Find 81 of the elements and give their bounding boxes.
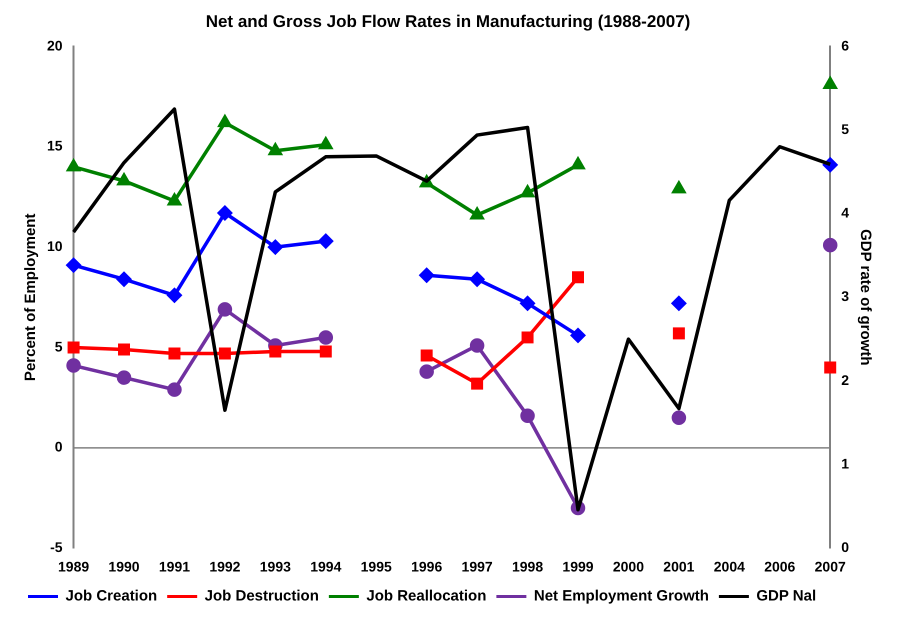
x-tick-label: 1999 bbox=[562, 558, 594, 574]
point bbox=[66, 358, 81, 373]
x-tick-label: 1994 bbox=[310, 558, 342, 574]
point bbox=[66, 258, 81, 272]
y2-tick-label: 3 bbox=[841, 288, 850, 304]
x-tick-label: 1993 bbox=[260, 558, 292, 574]
y2-tick-label: 4 bbox=[841, 204, 850, 221]
point bbox=[269, 346, 282, 358]
point bbox=[116, 272, 132, 286]
y-axis-title: Percent of Employment bbox=[22, 214, 40, 382]
point bbox=[470, 272, 484, 286]
y-tick-label: 20 bbox=[46, 37, 63, 54]
point bbox=[572, 271, 584, 284]
point bbox=[822, 238, 838, 252]
legend-label: Job Creation bbox=[66, 588, 158, 605]
point bbox=[571, 158, 585, 170]
point bbox=[672, 296, 686, 311]
x-tick-label: 2004 bbox=[714, 558, 746, 574]
y-tick-label: -5 bbox=[50, 539, 63, 556]
point bbox=[471, 378, 484, 390]
point bbox=[318, 234, 334, 248]
point bbox=[118, 343, 130, 356]
point bbox=[168, 348, 180, 360]
y2-tick-label: 5 bbox=[841, 120, 850, 137]
x-tick-label: 1997 bbox=[462, 558, 493, 574]
point bbox=[268, 144, 282, 156]
point bbox=[118, 174, 131, 186]
point bbox=[218, 206, 232, 220]
x-tick-label: 2000 bbox=[612, 558, 644, 574]
point bbox=[218, 115, 232, 128]
point bbox=[419, 268, 434, 282]
x-tick-label: 2006 bbox=[764, 558, 796, 574]
point bbox=[824, 362, 836, 374]
point bbox=[67, 160, 80, 172]
x-tick-label: 1991 bbox=[158, 558, 190, 574]
point bbox=[68, 341, 80, 354]
x-tick-label: 2001 bbox=[663, 558, 695, 574]
x-tick-label: 1990 bbox=[108, 558, 140, 574]
chart-title: Net and Gross Job Flow Rates in Manufacturing (1988-2007) bbox=[206, 12, 690, 31]
point bbox=[824, 77, 837, 90]
legend-label: Job Reallocation bbox=[366, 588, 486, 605]
point bbox=[420, 350, 433, 362]
point bbox=[167, 382, 182, 397]
y-tick-label: 5 bbox=[54, 338, 63, 354]
point bbox=[167, 288, 182, 303]
x-tick-label: 1989 bbox=[58, 558, 90, 574]
y2-tick-label: 1 bbox=[841, 455, 850, 472]
point bbox=[470, 338, 484, 353]
point bbox=[522, 331, 534, 344]
x-tick-label: 2007 bbox=[814, 558, 846, 574]
point bbox=[520, 296, 535, 311]
point bbox=[116, 370, 132, 385]
legend-label: Job Destruction bbox=[204, 588, 319, 605]
point bbox=[470, 208, 484, 220]
x-tick-label: 1996 bbox=[411, 558, 442, 574]
point bbox=[218, 302, 232, 317]
point bbox=[570, 328, 586, 343]
point bbox=[419, 364, 434, 379]
point bbox=[521, 186, 534, 198]
x-tick-label: 1995 bbox=[360, 558, 392, 574]
point bbox=[520, 408, 535, 423]
point bbox=[268, 240, 283, 254]
point bbox=[320, 346, 332, 358]
x-tick-label: 1992 bbox=[209, 558, 241, 574]
point bbox=[672, 327, 685, 340]
y-tick-label: 0 bbox=[54, 438, 63, 455]
point bbox=[672, 410, 686, 425]
y2-tick-label: 0 bbox=[841, 539, 850, 556]
legend-label: GDP Nal bbox=[756, 588, 816, 605]
y2-tick-label: 2 bbox=[841, 372, 850, 388]
y-tick-label: 15 bbox=[46, 138, 63, 154]
x-tick-label: 1998 bbox=[512, 558, 544, 574]
y2-tick-label: 6 bbox=[841, 37, 850, 54]
y-tick-label: 10 bbox=[46, 238, 63, 254]
y2-axis-title: GDP rate of growth bbox=[856, 229, 874, 366]
point bbox=[672, 182, 686, 194]
point bbox=[318, 330, 334, 345]
legend-label: Net Employment Growth bbox=[534, 588, 709, 605]
point bbox=[168, 194, 181, 206]
point bbox=[319, 138, 332, 150]
point bbox=[218, 348, 231, 360]
